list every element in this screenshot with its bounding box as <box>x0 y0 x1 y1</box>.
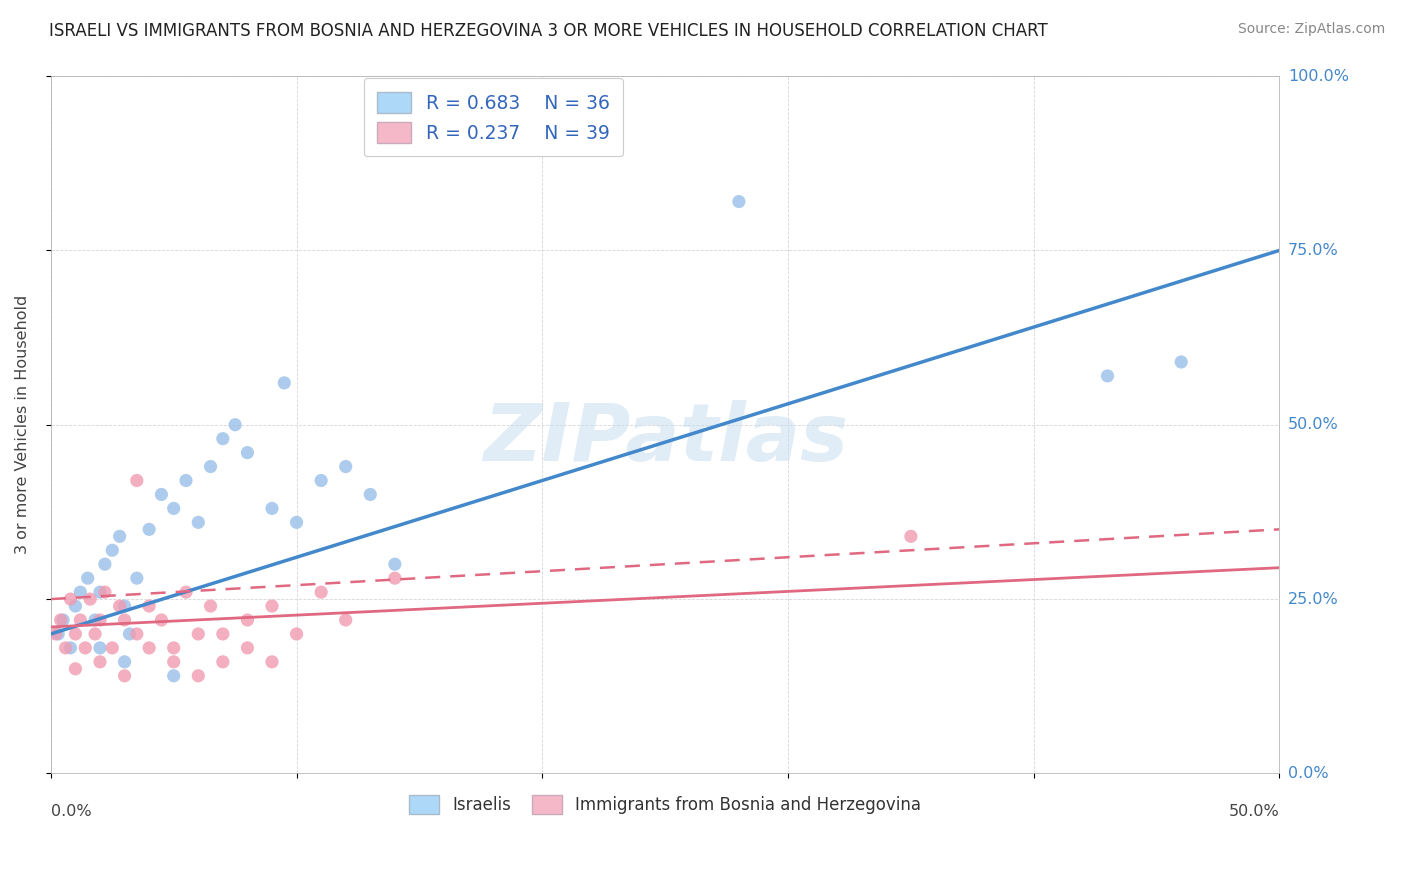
Point <box>211 432 233 446</box>
Text: 75.0%: 75.0% <box>1288 243 1339 258</box>
Point <box>1097 368 1119 383</box>
Point <box>200 599 222 613</box>
Text: 0.0%: 0.0% <box>1288 766 1329 780</box>
Point <box>273 376 295 390</box>
Point <box>1170 355 1192 369</box>
Point <box>65 599 87 613</box>
Point <box>84 613 107 627</box>
Point <box>728 194 751 209</box>
Point <box>125 627 148 641</box>
Point <box>174 585 197 599</box>
Point <box>211 627 233 641</box>
Point <box>163 640 186 655</box>
Point <box>285 516 308 530</box>
Point <box>89 640 111 655</box>
Point <box>114 613 136 627</box>
Point <box>260 599 283 613</box>
Point <box>236 640 259 655</box>
Text: ZIPatlas: ZIPatlas <box>482 400 848 478</box>
Point <box>163 501 186 516</box>
Point <box>79 592 101 607</box>
Point <box>65 662 87 676</box>
Point <box>46 627 69 641</box>
Point <box>187 516 209 530</box>
Point <box>52 613 75 627</box>
Point <box>108 529 131 543</box>
Text: 50.0%: 50.0% <box>1288 417 1339 433</box>
Point <box>89 613 111 627</box>
Point <box>138 640 160 655</box>
Point <box>59 592 82 607</box>
Point <box>200 459 222 474</box>
Text: 100.0%: 100.0% <box>1288 69 1348 84</box>
Point <box>94 585 117 599</box>
Point <box>309 585 332 599</box>
Point <box>384 558 406 572</box>
Text: Source: ZipAtlas.com: Source: ZipAtlas.com <box>1237 22 1385 37</box>
Point <box>69 613 91 627</box>
Text: 0.0%: 0.0% <box>51 804 91 819</box>
Point <box>84 627 107 641</box>
Text: 50.0%: 50.0% <box>1229 804 1279 819</box>
Point <box>138 599 160 613</box>
Point <box>335 459 357 474</box>
Point <box>285 627 308 641</box>
Point <box>150 487 173 501</box>
Point <box>384 571 406 585</box>
Point <box>101 543 124 558</box>
Point <box>187 627 209 641</box>
Point <box>101 640 124 655</box>
Legend: Israelis, Immigrants from Bosnia and Herzegovina: Israelis, Immigrants from Bosnia and Her… <box>399 785 931 824</box>
Point <box>309 474 332 488</box>
Y-axis label: 3 or more Vehicles in Household: 3 or more Vehicles in Household <box>15 295 30 554</box>
Point <box>187 669 209 683</box>
Point <box>108 599 131 613</box>
Point <box>359 487 381 501</box>
Point <box>65 627 87 641</box>
Point <box>211 655 233 669</box>
Point <box>900 529 922 543</box>
Point <box>94 558 117 572</box>
Point <box>114 655 136 669</box>
Point <box>174 474 197 488</box>
Point <box>236 445 259 459</box>
Point <box>150 613 173 627</box>
Point <box>163 655 186 669</box>
Point <box>260 655 283 669</box>
Point <box>118 627 141 641</box>
Point <box>114 599 136 613</box>
Text: 25.0%: 25.0% <box>1288 591 1339 607</box>
Point <box>89 655 111 669</box>
Point <box>45 627 67 641</box>
Point <box>114 669 136 683</box>
Point <box>224 417 246 432</box>
Point <box>236 613 259 627</box>
Point <box>125 571 148 585</box>
Point <box>76 571 98 585</box>
Text: ISRAELI VS IMMIGRANTS FROM BOSNIA AND HERZEGOVINA 3 OR MORE VEHICLES IN HOUSEHOL: ISRAELI VS IMMIGRANTS FROM BOSNIA AND HE… <box>49 22 1047 40</box>
Point <box>163 669 186 683</box>
Point <box>335 613 357 627</box>
Point <box>138 522 160 536</box>
Point <box>125 474 148 488</box>
Point <box>59 640 82 655</box>
Point <box>75 640 97 655</box>
Point <box>49 613 72 627</box>
Point <box>89 585 111 599</box>
Point <box>55 640 77 655</box>
Point <box>69 585 91 599</box>
Point <box>260 501 283 516</box>
